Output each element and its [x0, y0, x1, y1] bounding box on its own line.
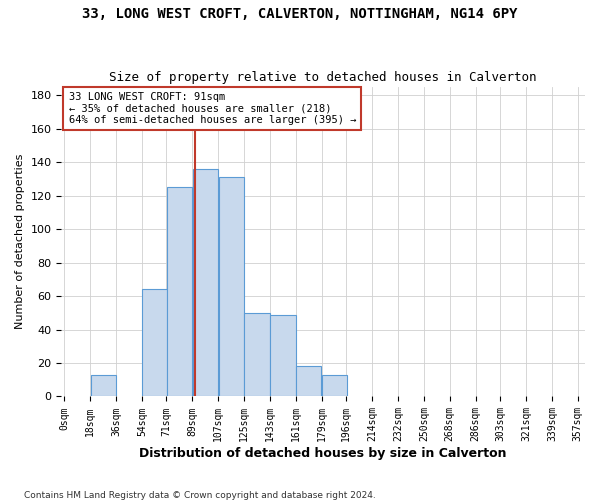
Bar [167, 188, 192, 396]
Bar [244, 313, 269, 396]
Bar [193, 169, 218, 396]
Text: Contains HM Land Registry data © Crown copyright and database right 2024.: Contains HM Land Registry data © Crown c… [24, 490, 376, 500]
Bar [296, 366, 322, 396]
Title: Size of property relative to detached houses in Calverton: Size of property relative to detached ho… [109, 72, 537, 85]
Bar [322, 374, 347, 396]
Bar [218, 178, 244, 396]
Bar [142, 290, 167, 397]
Text: 33, LONG WEST CROFT, CALVERTON, NOTTINGHAM, NG14 6PY: 33, LONG WEST CROFT, CALVERTON, NOTTINGH… [82, 8, 518, 22]
Text: 33 LONG WEST CROFT: 91sqm
← 35% of detached houses are smaller (218)
64% of semi: 33 LONG WEST CROFT: 91sqm ← 35% of detac… [68, 92, 356, 126]
X-axis label: Distribution of detached houses by size in Calverton: Distribution of detached houses by size … [139, 447, 507, 460]
Y-axis label: Number of detached properties: Number of detached properties [15, 154, 25, 330]
Bar [271, 314, 296, 396]
Bar [91, 374, 116, 396]
